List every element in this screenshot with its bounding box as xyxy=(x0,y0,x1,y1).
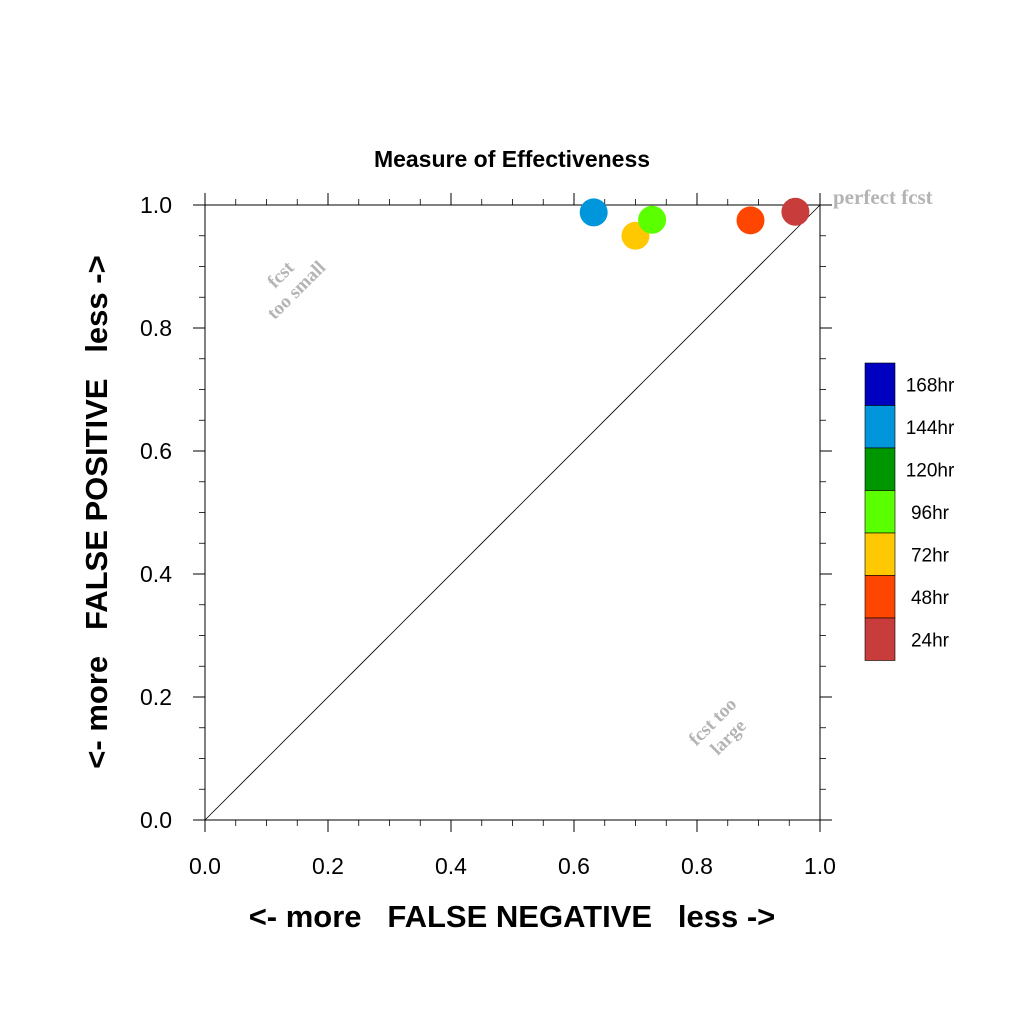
y-tick-label: 0.6 xyxy=(140,438,172,464)
x-tick-label: 1.0 xyxy=(804,853,836,879)
legend-label-144hr: 144hr xyxy=(906,418,955,439)
y-axis-title: <- more FALSE POSITIVE less -> xyxy=(79,255,114,768)
y-tick-label: 0.2 xyxy=(140,684,172,710)
legend-swatch-96hr xyxy=(864,490,896,534)
data-point-48hr xyxy=(736,206,765,235)
legend-swatch-168hr xyxy=(864,362,896,406)
y-tick-label: 0.0 xyxy=(140,807,172,833)
y-tick-label: 0.8 xyxy=(140,315,172,341)
x-tick-label: 0.0 xyxy=(189,853,221,879)
diagonal-reference-line xyxy=(204,204,821,821)
data-point-24hr xyxy=(781,197,810,226)
x-tick-label: 0.4 xyxy=(435,853,467,879)
x-tick-label: 0.2 xyxy=(312,853,344,879)
x-tick-label: 0.6 xyxy=(558,853,590,879)
legend-label-24hr: 24hr xyxy=(911,630,950,651)
too-small-annotation: fcst too small xyxy=(263,257,330,324)
data-point-96hr xyxy=(638,205,667,234)
legend-label-96hr: 96hr xyxy=(911,503,950,524)
legend-label-120hr: 120hr xyxy=(906,460,955,481)
plot-axes: 0.0 0.2 0.4 0.6 0.8 1.0 0.0 0.2 0.4 0.6 0.8 1.0 xyxy=(140,192,836,879)
legend-swatch-72hr xyxy=(864,532,896,576)
x-axis-title: <- more FALSE NEGATIVE less -> xyxy=(249,899,776,934)
data-point-144hr xyxy=(579,198,608,227)
legend-label-48hr: 48hr xyxy=(911,588,950,609)
legend-swatch-24hr xyxy=(864,617,896,661)
legend-label-168hr: 168hr xyxy=(906,375,955,396)
legend-swatch-144hr xyxy=(864,405,896,449)
legend: 168hr 144hr 120hr 96hr 72hr 48hr 24hr xyxy=(864,362,955,661)
y-tick-label: 1.0 xyxy=(140,192,172,218)
too-large-annotation: fcst too large xyxy=(685,694,751,760)
legend-swatch-120hr xyxy=(864,447,896,491)
perfect-forecast-annotation: perfect fcst xyxy=(833,185,933,209)
x-tick-label: 0.8 xyxy=(681,853,713,879)
chart-title: Measure of Effectiveness xyxy=(374,146,650,172)
legend-swatch-48hr xyxy=(864,575,896,619)
data-points xyxy=(579,197,810,250)
legend-label-72hr: 72hr xyxy=(911,545,950,566)
y-tick-label: 0.4 xyxy=(140,561,172,587)
